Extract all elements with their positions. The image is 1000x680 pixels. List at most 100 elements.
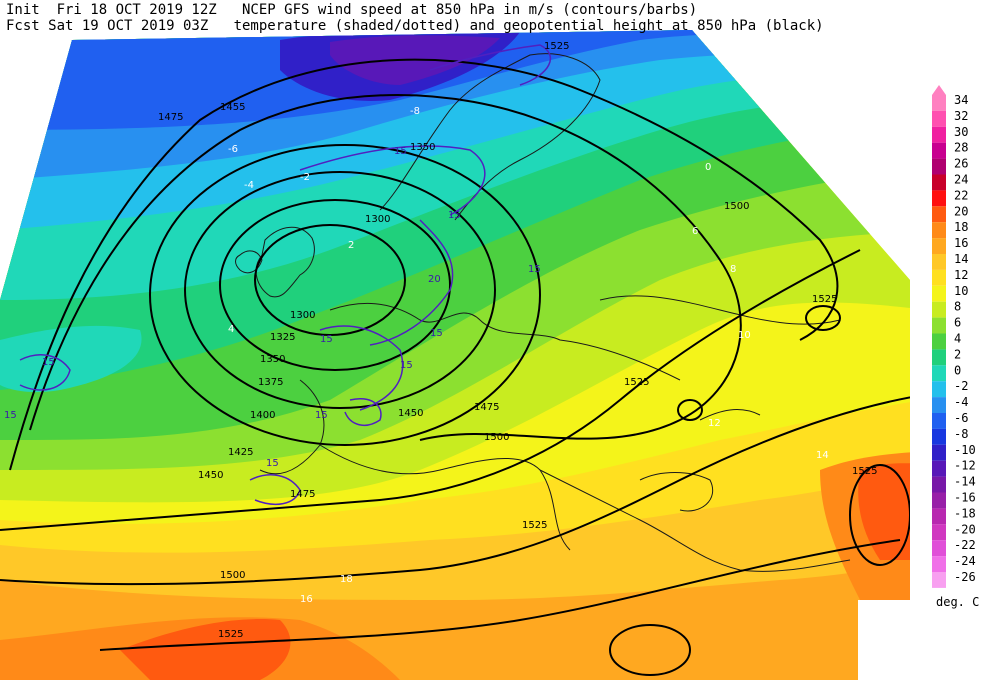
legend-swatch [932,142,946,159]
temp-label: 8 [730,264,736,275]
legend-swatch [932,126,946,143]
wind-label: 15 [448,210,461,221]
legend-unit: deg. C [936,595,979,609]
legend-swatches [932,85,946,588]
legend-level-label: 10 [954,284,968,298]
temp-label: 10 [738,330,751,341]
height-label: 1325 [270,332,295,343]
legend-level-label: -20 [954,522,976,536]
legend-level-label: -10 [954,443,976,457]
temp-label: 14 [816,450,829,461]
temp-label: 16 [300,594,313,605]
legend-level-label: -8 [954,427,968,441]
legend-swatch [932,254,946,270]
height-labels: 1475 1455 1350 1300 1300 1325 1350 1375 … [158,41,877,640]
legend-level-label: -12 [954,459,976,473]
legend-level-label: -26 [954,570,976,584]
legend-swatch [932,95,946,111]
legend-swatch [932,540,946,557]
legend-level-label: 4 [954,332,961,346]
legend-arrow-top [932,85,946,95]
legend-level-label: 8 [954,300,961,314]
legend-swatch [932,444,946,461]
height-label: 1525 [522,520,547,531]
temp-label: 18 [340,574,353,585]
legend-level-label: 12 [954,268,968,282]
legend-level-label: 22 [954,188,968,202]
legend-level-label: 28 [954,141,968,155]
legend-level-label: -18 [954,506,976,520]
temp-label: -4 [244,180,254,191]
height-label: 1475 [290,489,315,500]
temp-label: 0 [705,162,711,173]
wind-contours [19,44,552,506]
height-label: 1525 [218,629,243,640]
wind-label: 20 [428,274,441,285]
legend-level-label: 26 [954,157,968,171]
legend-level-label: -22 [954,538,976,552]
header-init-line: Init Fri 18 OCT 2019 12Z NCEP GFS wind s… [6,2,698,18]
temp-label: 6 [692,226,698,237]
height-contours [0,58,910,676]
legend-swatch [932,524,946,541]
height-label: 1525 [852,466,877,477]
legend-swatch [932,158,946,175]
legend-swatch [932,174,946,191]
legend-swatch [932,301,946,318]
legend-swatch [932,110,946,127]
legend-swatch [932,349,946,366]
temperature-labels: -8 -6 -4 -2 0 2 4 6 8 10 12 14 16 18 [228,106,829,605]
temp-label: -8 [410,106,420,117]
legend-level-label: 18 [954,220,968,234]
height-label: 1400 [250,410,275,421]
height-label: 1350 [260,354,285,365]
height-label: 1450 [398,408,423,419]
legend-swatch [932,206,946,223]
legend-level-label: -14 [954,475,976,489]
legend-level-label: 6 [954,316,961,330]
legend-swatch [932,269,946,286]
height-label: 1425 [228,447,253,458]
temp-label: 12 [708,418,721,429]
height-label: 1375 [258,377,283,388]
wind-label: 15 [266,458,279,469]
height-label: 1525 [544,41,569,52]
legend-swatch [932,508,946,525]
legend-swatch [932,285,946,302]
height-label: 1475 [158,112,183,123]
wind-label: 15 [430,328,443,339]
map-labels: 1475 1455 1350 1300 1300 1325 1350 1375 … [4,41,877,640]
legend-swatch [932,572,946,588]
temp-label: -2 [300,172,310,183]
legend-swatch [932,460,946,477]
height-label: 1525 [624,377,649,388]
wind-label: 15 [320,334,333,345]
wind-labels: 15 15 15 15 15 15 15 20 15 15 15 [4,146,541,469]
height-label: 1300 [365,214,390,225]
legend-swatch [932,365,946,382]
legend-swatch [932,476,946,493]
legend-level-label: -4 [954,395,968,409]
wind-label: 15 [4,410,17,421]
legend-level-label: 16 [954,236,968,250]
legend-swatch [932,222,946,239]
legend-swatch [932,381,946,398]
legend-level-label: 14 [954,252,968,266]
temp-label: 4 [228,324,234,335]
height-label: 1500 [220,570,245,581]
legend-level-label: 34 [954,93,968,107]
legend-swatch [932,190,946,207]
height-label: 1455 [220,102,245,113]
legend-level-label: -24 [954,554,976,568]
legend-level-label: 30 [954,125,968,139]
legend-swatch [932,492,946,509]
legend-swatch [932,333,946,350]
legend-level-label: 24 [954,173,968,187]
legend-swatch [932,317,946,334]
legend-swatch [932,413,946,429]
legend-labels: 3432302826242220181614121086420-2-4-6-8-… [954,93,976,584]
height-label: 1475 [474,402,499,413]
legend-level-label: 2 [954,347,961,361]
temp-label: -6 [228,144,238,155]
